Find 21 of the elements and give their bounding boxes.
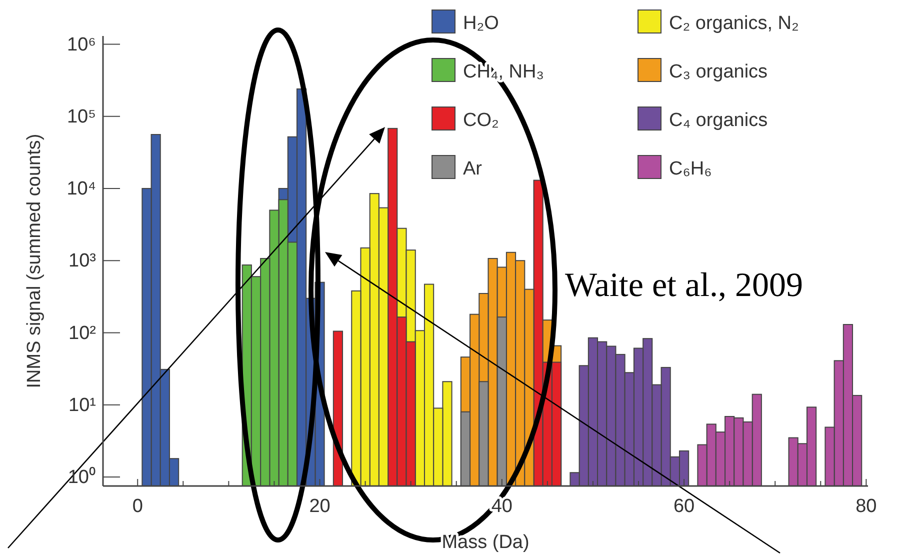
x-axis-title: Mass (Da) xyxy=(442,532,530,553)
x-tick-label: 60 xyxy=(673,496,695,518)
legend-label: C₄ organics xyxy=(669,110,768,131)
y-tick-label: 10² xyxy=(68,322,96,344)
x-tick-label: 0 xyxy=(132,496,143,518)
legend-label: C₂ organics, N₂ xyxy=(669,13,799,34)
y-tick-label: 10⁶ xyxy=(67,34,96,56)
x-tick-label: 20 xyxy=(309,496,330,518)
legend-label: H₂O xyxy=(463,13,499,34)
y-tick-label: 10⁴ xyxy=(66,178,96,200)
legend-label: C₆H₆ xyxy=(669,158,712,180)
y-tick-label: 10³ xyxy=(68,250,96,272)
x-tick-label: 80 xyxy=(856,496,877,518)
y-tick-label: 10⁵ xyxy=(66,106,96,128)
legend-label: Ar xyxy=(463,158,483,180)
legend-label: CO₂ xyxy=(463,110,499,131)
legend-label: C₃ organics xyxy=(669,62,768,82)
y-tick-label: 10¹ xyxy=(68,394,96,416)
y-axis-title: INMS signal (summed counts) xyxy=(24,134,45,388)
annotation: Waite et al., 2009 xyxy=(565,267,804,304)
y-tick-label: 10⁰ xyxy=(68,466,96,488)
